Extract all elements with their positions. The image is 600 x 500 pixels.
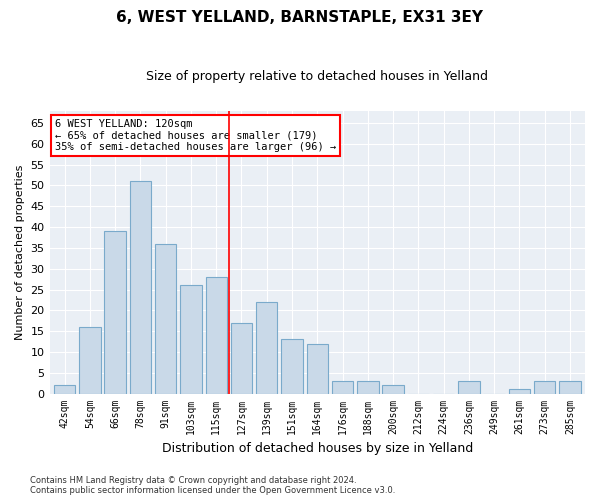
Title: Size of property relative to detached houses in Yelland: Size of property relative to detached ho… [146, 70, 488, 83]
Bar [54, 385, 76, 394]
Bar [79, 327, 101, 394]
Bar [155, 244, 176, 394]
Bar [357, 381, 379, 394]
Bar [534, 381, 556, 394]
Bar [307, 344, 328, 394]
Bar [458, 381, 479, 394]
Bar [382, 385, 404, 394]
X-axis label: Distribution of detached houses by size in Yelland: Distribution of detached houses by size … [161, 442, 473, 455]
Text: 6 WEST YELLAND: 120sqm
← 65% of detached houses are smaller (179)
35% of semi-de: 6 WEST YELLAND: 120sqm ← 65% of detached… [55, 119, 336, 152]
Bar [332, 381, 353, 394]
Bar [559, 381, 581, 394]
Bar [104, 231, 126, 394]
Bar [206, 277, 227, 394]
Text: 6, WEST YELLAND, BARNSTAPLE, EX31 3EY: 6, WEST YELLAND, BARNSTAPLE, EX31 3EY [116, 10, 484, 25]
Bar [180, 286, 202, 394]
Bar [130, 182, 151, 394]
Bar [509, 390, 530, 394]
Y-axis label: Number of detached properties: Number of detached properties [15, 164, 25, 340]
Bar [231, 323, 252, 394]
Bar [281, 340, 303, 394]
Text: Contains HM Land Registry data © Crown copyright and database right 2024.
Contai: Contains HM Land Registry data © Crown c… [30, 476, 395, 495]
Bar [256, 302, 277, 394]
